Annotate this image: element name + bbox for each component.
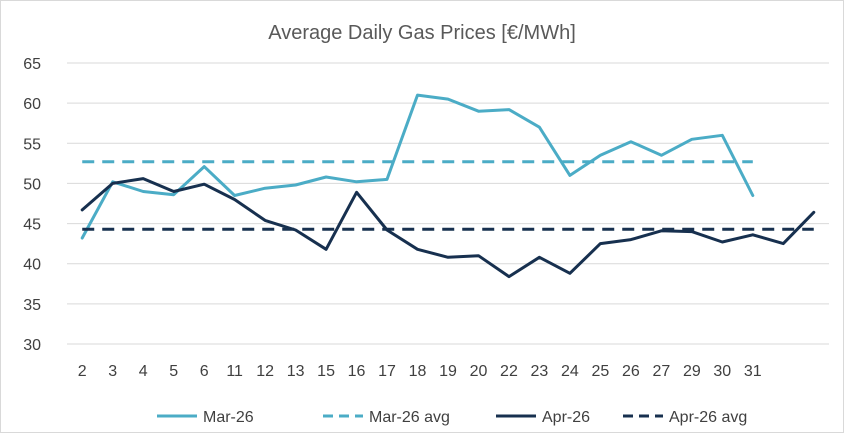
legend-label: Apr-26 [542,409,590,426]
x-tick-label: 11 [226,363,243,380]
y-tick-label: 45 [23,217,41,234]
series-0 [80,93,755,240]
x-tick-label: 15 [317,363,335,380]
y-tick-label: 30 [23,337,41,354]
x-tick-label: 6 [200,363,209,380]
x-tick-label: 2 [78,363,87,380]
x-tick-label: 29 [683,363,701,380]
y-tick-label: 35 [23,297,41,314]
y-tick-label: 60 [23,96,41,113]
x-tick-label: 16 [348,363,366,380]
legend-item: Mar-26 [157,409,254,426]
series-lines [80,93,816,279]
x-tick-label: 19 [439,363,457,380]
x-tick-label: 17 [378,363,396,380]
series-line [80,93,755,240]
x-tick-label: 4 [139,363,148,380]
y-tick-label: 55 [23,136,41,153]
x-tick-label: 5 [169,363,178,380]
series-line [80,177,816,279]
legend-label: Mar-26 [203,409,254,426]
legend-label: Mar-26 avg [369,409,450,426]
legend: Mar-26 Mar-26 avg Apr-26 Apr-26 avg [157,409,747,426]
x-tick-label: 25 [592,363,610,380]
chart-title: Average Daily Gas Prices [€/MWh] [268,22,576,44]
x-tick-label: 22 [500,363,518,380]
x-tick-label: 18 [409,363,427,380]
x-tick-label: 26 [622,363,640,380]
series-2 [80,177,816,279]
y-axis-ticks: 30 35 40 45 50 55 60 65 [23,56,41,354]
legend-item: Apr-26 [496,409,590,426]
y-tick-label: 40 [23,257,41,274]
x-axis-ticks: 2 3 4 5 6 11 12 13 15 16 17 18 19 20 22 23 24 25 26 27 29 30 3… [78,363,762,380]
x-tick-label: 23 [531,363,549,380]
x-tick-label: 24 [561,363,579,380]
x-tick-label: 20 [470,363,488,380]
gridlines [67,62,829,345]
legend-label: Apr-26 avg [669,409,747,426]
x-tick-label: 3 [108,363,117,380]
legend-item: Mar-26 avg [323,409,450,426]
x-tick-label: 13 [287,363,305,380]
y-tick-label: 65 [23,56,41,73]
x-tick-label: 30 [713,363,731,380]
x-tick-label: 27 [652,363,670,380]
x-tick-label: 31 [744,363,762,380]
y-tick-label: 50 [23,176,41,193]
legend-item: Apr-26 avg [623,409,747,426]
x-tick-label: 12 [256,363,274,380]
